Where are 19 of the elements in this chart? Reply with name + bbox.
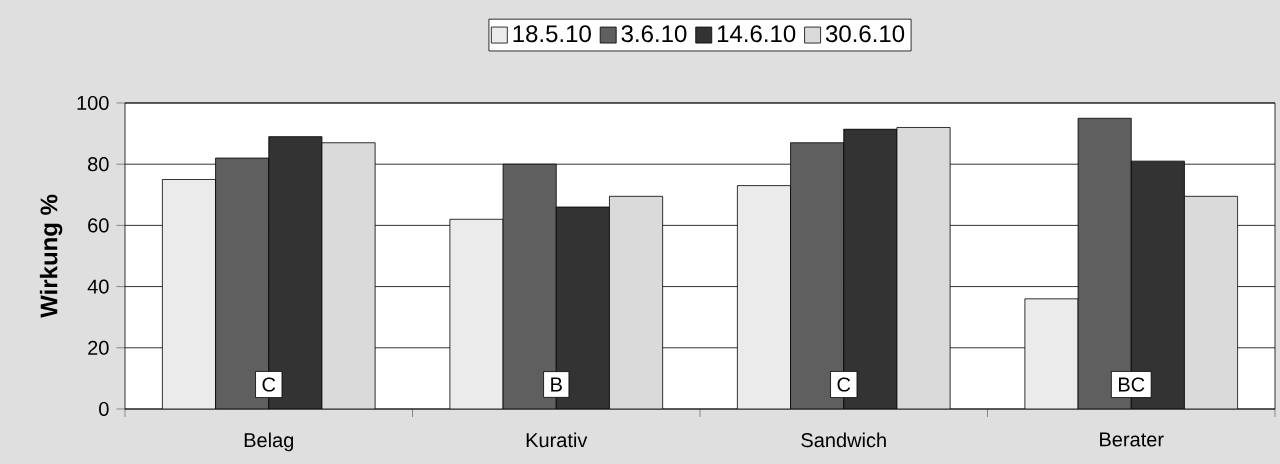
annotation: C bbox=[837, 377, 851, 392]
annotation: BC bbox=[1118, 377, 1145, 392]
y-tick-label: 20 bbox=[88, 340, 109, 355]
legend-label: 14.6.10 bbox=[717, 25, 796, 43]
legend-label: 18.5.10 bbox=[513, 25, 591, 43]
y-tick-label: 40 bbox=[87, 279, 109, 294]
x-tick-label: Sandwich bbox=[801, 432, 886, 448]
annotation: B bbox=[551, 377, 562, 392]
y-tick-label: 60 bbox=[88, 218, 109, 233]
x-tick-label: Berater bbox=[1100, 432, 1164, 447]
x-tick-label: Kurativ bbox=[526, 432, 588, 448]
legend-label: 3.6.10 bbox=[621, 25, 687, 43]
y-axis-title: Wirkung % bbox=[39, 194, 63, 318]
y-tick-label: 100 bbox=[77, 95, 109, 111]
x-tick-label: Belag bbox=[244, 432, 294, 452]
y-tick-label: 80 bbox=[88, 157, 109, 172]
y-tick-label: 0 bbox=[99, 401, 109, 417]
annotation: C bbox=[262, 377, 276, 392]
legend-label: 30.6.10 bbox=[825, 25, 905, 43]
